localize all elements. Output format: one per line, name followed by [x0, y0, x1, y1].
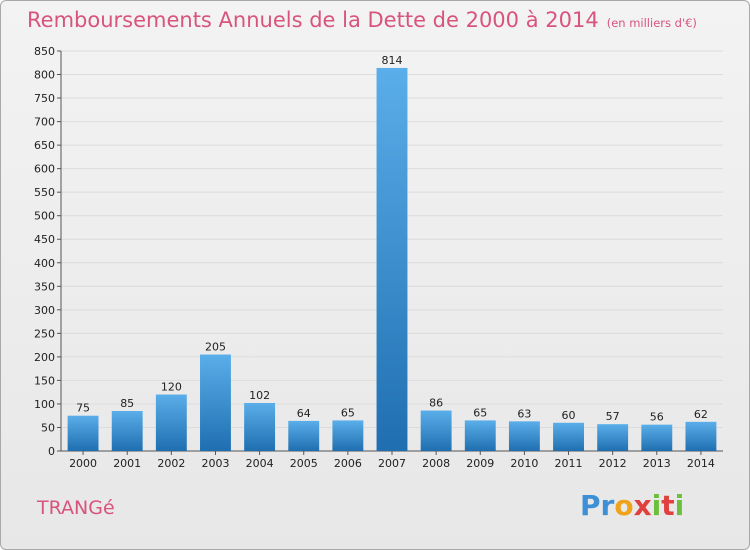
x-tick-label: 2008: [422, 457, 450, 470]
x-tick-label: 2006: [334, 457, 362, 470]
y-tick-label: 400: [34, 257, 55, 270]
bars: [67, 67, 717, 452]
logo-letter: t: [661, 489, 675, 522]
y-tick-label: 100: [34, 398, 55, 411]
bar: [464, 420, 496, 451]
x-tick-label: 2004: [246, 457, 274, 470]
bar: [685, 421, 717, 451]
x-tick-label: 2013: [643, 457, 671, 470]
chart-title-unit: (en milliers d'€): [606, 16, 697, 30]
bar-value-label: 56: [650, 411, 664, 424]
bar: [641, 424, 673, 451]
y-tick-label: 350: [34, 280, 55, 293]
chart-title: Remboursements Annuels de la Dette de 20…: [27, 8, 697, 32]
x-tick-label: 2007: [378, 457, 406, 470]
bar-value-label: 60: [562, 409, 576, 422]
y-tick-label: 650: [34, 139, 55, 152]
y-tick-label: 150: [34, 374, 55, 387]
y-tick-label: 800: [34, 69, 55, 82]
bar: [376, 67, 408, 452]
x-tick-label: 2003: [201, 457, 229, 470]
proxiti-logo: Proxiti: [580, 489, 684, 522]
logo-letter: x: [633, 489, 652, 522]
x-tick-label: 2011: [555, 457, 583, 470]
y-tick-label: 0: [48, 445, 55, 458]
y-tick-label: 550: [34, 186, 55, 199]
bar-value-label: 62: [694, 408, 708, 421]
y-tick-label: 450: [34, 233, 55, 246]
y-tick-label: 50: [41, 421, 55, 434]
bar: [420, 410, 452, 451]
logo-letter: P: [580, 489, 601, 522]
y-tick-label: 200: [34, 351, 55, 364]
y-tick-label: 750: [34, 92, 55, 105]
labels: 0 50 100 150 200 250 300 350 400 450 500 550 600 650 7…: [34, 45, 715, 470]
bar: [553, 422, 584, 451]
logo-letter: r: [600, 489, 615, 522]
bar: [288, 420, 320, 451]
y-tick-label: 850: [34, 45, 55, 58]
x-tick-label: 2010: [510, 457, 538, 470]
bar-value-label: 65: [473, 406, 487, 419]
y-tick-label: 250: [34, 327, 55, 340]
bar: [111, 411, 143, 451]
y-tick-label: 300: [34, 304, 55, 317]
bar-value-label: 814: [382, 54, 403, 67]
bar: [508, 421, 540, 451]
y-tick-label: 700: [34, 116, 55, 129]
bar-value-label: 65: [341, 406, 355, 419]
bar: [155, 394, 187, 451]
bar-value-label: 120: [161, 381, 182, 394]
x-tick-label: 2002: [157, 457, 185, 470]
bar-value-label: 75: [76, 402, 90, 415]
y-tick-label: 600: [34, 163, 55, 176]
bar-value-label: 57: [606, 410, 620, 423]
bar: [332, 420, 364, 451]
bar-value-label: 205: [205, 341, 226, 354]
bar: [244, 403, 276, 451]
bar: [597, 424, 629, 451]
x-tick-label: 2005: [290, 457, 318, 470]
bar-value-label: 64: [297, 407, 311, 420]
commune-name: TRANGé: [37, 497, 115, 519]
x-tick-label: 2000: [69, 457, 97, 470]
x-tick-label: 2001: [113, 457, 141, 470]
bar-value-label: 86: [429, 397, 443, 410]
logo-letter: i: [651, 489, 662, 522]
y-tick-label: 500: [34, 210, 55, 223]
x-tick-label: 2014: [687, 457, 715, 470]
bar-value-label: 102: [249, 389, 270, 402]
x-tick-label: 2012: [599, 457, 627, 470]
bar: [200, 354, 231, 451]
bar-value-label: 63: [517, 407, 531, 420]
bar: [67, 415, 99, 451]
bar-value-label: 85: [120, 397, 134, 410]
x-tick-label: 2009: [466, 457, 494, 470]
chart-title-main: Remboursements Annuels de la Dette de 20…: [27, 8, 599, 32]
logo-letter: i: [674, 489, 685, 522]
logo-letter: o: [614, 489, 634, 522]
